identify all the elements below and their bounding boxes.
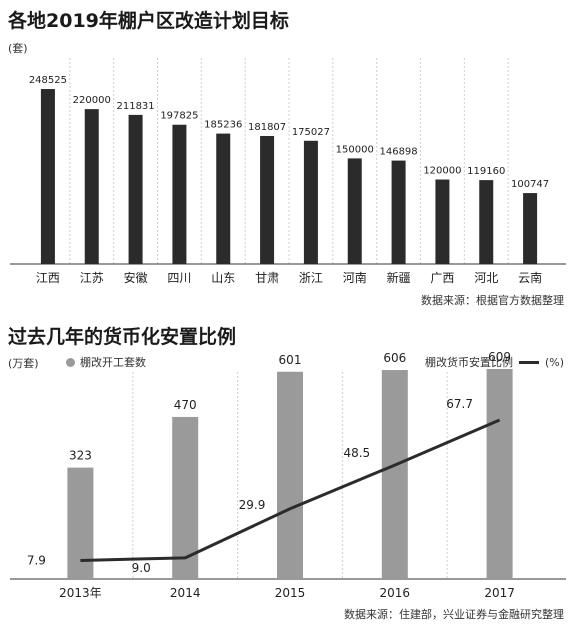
line-series [80, 418, 501, 562]
x-tick-label: 甘肃 [255, 271, 279, 285]
x-tick-label: 云南 [518, 270, 542, 285]
bar-value-label: 220000 [73, 95, 111, 106]
x-tick-label: 江苏 [80, 271, 104, 285]
chart1-title: 各地2019年棚户区改造计划目标 [8, 10, 289, 32]
line-value-label: 67.7 [446, 397, 473, 411]
x-tick-label: 新疆 [387, 270, 411, 285]
bar-value-label: 100747 [511, 179, 549, 190]
chart2-right-unit: (%) [544, 355, 564, 369]
bar-value-label: 150000 [336, 144, 374, 155]
x-tick-label: 2017 [484, 586, 515, 600]
x-tick-label: 2013年 [59, 586, 102, 600]
bar [40, 89, 55, 265]
bar-value-label: 119160 [467, 166, 505, 177]
chart1-svg: 248525 江西 220000 江苏 211831 安徽 197825 四川 185236 山东… [10, 58, 566, 285]
bar-value-label: 601 [279, 353, 302, 367]
bar [260, 136, 275, 264]
x-tick-label: 广西 [430, 271, 454, 285]
chart2-left-unit: (万套) [8, 357, 39, 370]
bar-value-label: 175027 [292, 127, 330, 138]
line-value-label: 9.0 [132, 561, 151, 575]
legend-line: 棚改货币安置比例 (%) [425, 354, 564, 370]
bar [303, 140, 318, 264]
bar [523, 193, 538, 264]
bar [216, 133, 231, 264]
bar-value-label: 248525 [29, 75, 67, 86]
bar [172, 416, 199, 579]
bar-value-label: 211831 [116, 101, 154, 112]
bar [381, 370, 408, 579]
line-value-label: 48.5 [343, 446, 370, 460]
chart1-source: 数据来源：根据官方数据整理 [421, 294, 564, 307]
bar [172, 124, 187, 264]
bar [479, 180, 494, 264]
bar-value-label: 185236 [204, 120, 242, 131]
x-tick-label: 2016 [380, 586, 411, 600]
bar [347, 158, 362, 264]
bar [128, 114, 143, 265]
x-tick-label: 河北 [474, 271, 498, 285]
chart2-source: 数据来源：住建部，兴业证券与金融研究整理 [344, 608, 564, 621]
bar-value-label: 181807 [248, 122, 286, 133]
legend-bar-label: 棚改开工套数 [80, 356, 146, 369]
line-value-label: 7.9 [27, 553, 46, 567]
x-tick-label: 山东 [211, 271, 235, 285]
x-tick-label: 河南 [343, 270, 367, 285]
line-value-label: 29.9 [239, 498, 266, 512]
legend-line-swatch [518, 360, 539, 364]
bar-value-label: 146898 [379, 147, 417, 158]
x-tick-label: 2015 [275, 586, 306, 600]
chart1-unit: (套) [8, 42, 28, 55]
bar-value-label: 470 [174, 398, 197, 412]
bar [435, 179, 450, 264]
legend-bar: 棚改开工套数 [66, 354, 146, 370]
legend-bar-swatch [66, 357, 75, 367]
bar [84, 109, 99, 265]
bar-value-label: 606 [383, 351, 406, 365]
legend-line-label: 棚改货币安置比例 [424, 356, 513, 369]
bar [391, 160, 406, 264]
x-tick-label: 四川 [167, 271, 191, 285]
bar [67, 467, 94, 579]
bar [486, 369, 513, 579]
x-tick-label: 江西 [36, 271, 60, 285]
bar-value-label: 609 [488, 350, 511, 364]
x-tick-label: 2014 [170, 586, 201, 600]
bar-value-label: 120000 [423, 166, 461, 177]
bar-value-label: 323 [69, 449, 92, 463]
chart2-title: 过去几年的货币化安置比例 [8, 326, 237, 348]
bar [277, 371, 303, 579]
x-tick-label: 安徽 [124, 270, 148, 285]
x-tick-label: 浙江 [299, 271, 323, 285]
bar-value-label: 197825 [160, 111, 198, 122]
